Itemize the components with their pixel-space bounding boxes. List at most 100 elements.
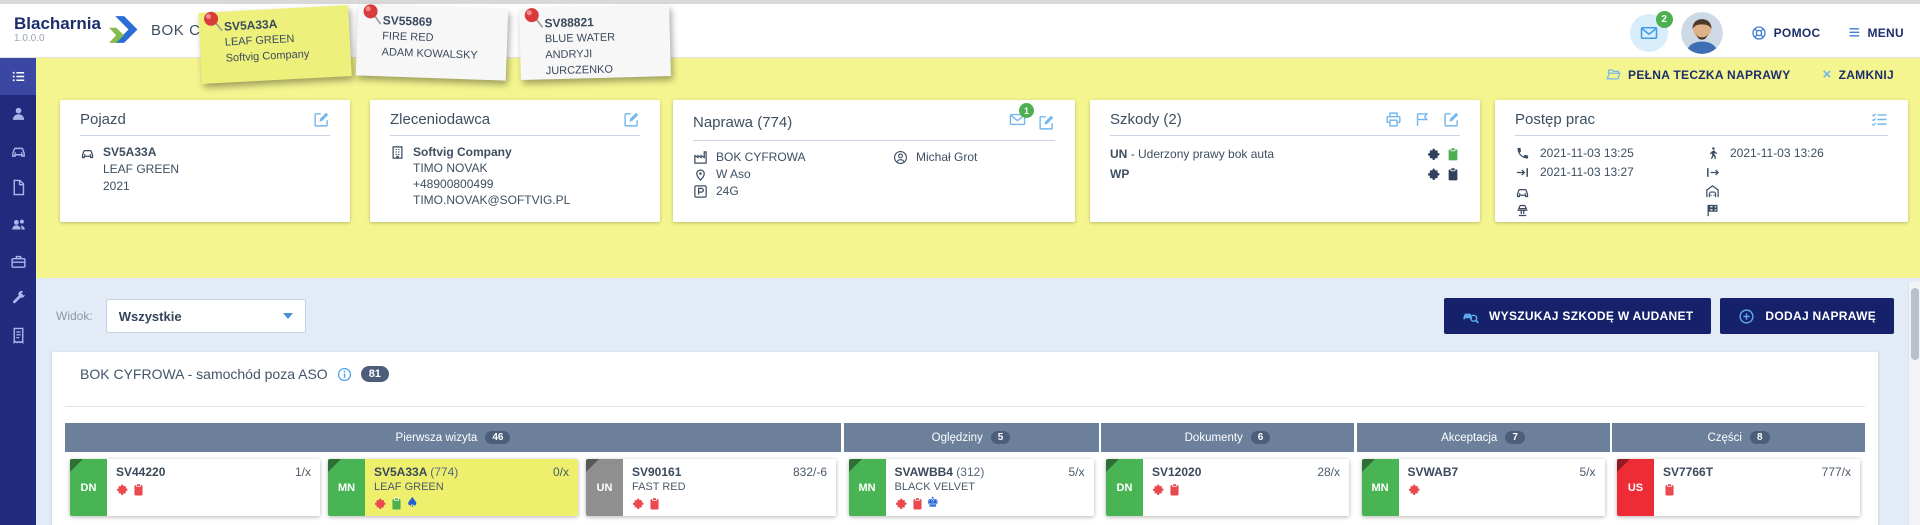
app-name: Blacharnia <box>14 14 101 33</box>
progress-value: 2021-11-03 13:27 <box>1540 165 1634 179</box>
logo-chevron-icon <box>108 16 138 43</box>
repair-site: BOK CYFROWA <box>716 150 806 164</box>
team-icon <box>10 216 27 233</box>
scrollbar-thumb[interactable] <box>1911 288 1919 360</box>
order-green-icon <box>390 497 403 510</box>
notifications-button[interactable]: 2 <box>1629 11 1673 52</box>
column-label: Dokumenty <box>1184 431 1243 444</box>
repair-card[interactable]: DN SV12020 28/x <box>1106 459 1349 516</box>
board-total-badge: 81 <box>360 366 389 382</box>
edit-icon[interactable] <box>1443 111 1460 128</box>
sidebar-item-invoices[interactable] <box>0 317 36 354</box>
card-plate: SV44220 <box>116 465 166 479</box>
menu-button[interactable]: ≡ MENU <box>1848 23 1904 43</box>
order-red-icon <box>648 497 661 510</box>
card-ratio: 832/-6 <box>792 465 827 479</box>
column-count-badge: 7 <box>1505 431 1525 444</box>
kanban-board: BOK CYFROWA - samochód poza ASO 81 Pierw… <box>52 352 1878 525</box>
help-button[interactable]: POMOC <box>1751 25 1821 41</box>
print-icon[interactable] <box>1385 111 1402 128</box>
folder-open-icon <box>1606 67 1621 82</box>
sidebar-item-workshop[interactable] <box>0 280 36 317</box>
full-repair-folder-link[interactable]: PEŁNA TECZKA NAPRAWY <box>1606 67 1790 82</box>
info-icon[interactable] <box>337 367 352 382</box>
vehicle-color: LEAF GREEN <box>103 162 180 176</box>
card-number: (774) <box>430 465 459 479</box>
mail-count-badge: 1 <box>1019 103 1034 118</box>
avatar[interactable] <box>1680 12 1723 54</box>
card-ratio: 1/x <box>294 465 311 479</box>
order-green-icon <box>1446 147 1460 161</box>
vehicle-card: Pojazd SV5A33A LEAF GREEN 2021 <box>60 100 350 222</box>
parts-red-icon <box>1408 483 1421 496</box>
parts-red-icon <box>374 497 387 510</box>
column-count-badge: 46 <box>485 431 511 444</box>
status-badge: MN <box>328 459 365 516</box>
card-title: Szkody (2) <box>1110 111 1182 128</box>
sidebar-item-documents[interactable] <box>0 169 36 206</box>
board-column-header: Pierwsza wizyta 46 <box>65 423 841 452</box>
sidebar-item-customers[interactable] <box>0 95 36 132</box>
pinned-note[interactable]: SV88821 BLUE WATER ANDRYJI JURCZENKO <box>519 5 671 80</box>
edit-icon[interactable] <box>313 111 330 128</box>
order-dark-icon <box>1446 167 1460 181</box>
car-search-icon <box>1462 308 1479 325</box>
flag-icon[interactable] <box>1414 111 1431 128</box>
view-select-value: Wszystkie <box>118 308 182 324</box>
parts-icon <box>1427 167 1441 181</box>
invoice-icon <box>10 327 27 344</box>
edit-icon[interactable] <box>623 111 640 128</box>
view-select[interactable]: Wszystkie <box>105 299 306 333</box>
column-count-badge: 6 <box>1250 431 1271 444</box>
progress-value: 2021-11-03 13:26 <box>1730 146 1824 160</box>
close-link[interactable]: × ZAMKNIJ <box>1823 67 1895 82</box>
factory-icon <box>693 150 708 165</box>
top-header: Blacharnia 1.0.0.0 BOK CYFROWA SV5A33A L… <box>0 0 1920 84</box>
car-lift-icon <box>1515 203 1530 218</box>
add-repair-button[interactable]: DODAJ NAPRAWĘ <box>1720 298 1894 334</box>
search-audanet-button[interactable]: WYSZUKAJ SZKODĘ W AUDANET <box>1444 298 1712 334</box>
sidebar-item-vehicles[interactable] <box>0 132 36 169</box>
status-badge: US <box>1617 459 1654 516</box>
parts-red-icon <box>116 483 129 496</box>
repair-card-highlighted[interactable]: MN SV5A33A (774) 0/x LEAF GREEN ♠ <box>328 459 578 516</box>
damage-code: UN <box>1110 147 1128 161</box>
repair-card[interactable]: DN SV44220 1/x <box>70 459 320 516</box>
vehicle-icon <box>10 142 27 159</box>
column-label: Pierwsza wizyta <box>395 431 478 444</box>
damage-row[interactable]: WP <box>1110 164 1460 184</box>
board-title: BOK CYFROWA - samochód poza ASO <box>80 366 328 382</box>
repair-mail-button[interactable]: 1 <box>1009 103 1034 133</box>
card-ratio: 0/x <box>552 465 569 479</box>
repair-card[interactable]: US SV7766T 777/x <box>1617 459 1860 516</box>
board-column-header: Akceptacja 7 <box>1356 423 1610 452</box>
view-label: Widok: <box>56 309 93 323</box>
order-red-icon <box>911 497 924 510</box>
help-label: POMOC <box>1773 26 1821 40</box>
repair-card[interactable]: MN SVWAB7 5/x <box>1361 459 1605 516</box>
edit-icon[interactable] <box>1038 114 1055 131</box>
sidebar-item-team[interactable] <box>0 206 36 243</box>
repair-location: W Aso <box>716 167 751 181</box>
sidebar-item-queue[interactable] <box>0 58 36 95</box>
sidebar-item-toolbox[interactable] <box>0 243 36 280</box>
damage-row[interactable]: UN - Uderzony prawy bok auta <box>1110 144 1460 164</box>
checklist-icon[interactable] <box>1871 111 1888 128</box>
card-ratio: 28/x <box>1317 465 1340 479</box>
pinned-note[interactable]: SV55869 FIRE RED ADAM KOWALSKY <box>355 4 509 81</box>
repair-card[interactable]: UN SV90161 832/-6 FAST RED <box>586 459 836 516</box>
column-count-badge: 8 <box>1749 431 1770 444</box>
repair-card[interactable]: MN SVAWBB4 (312) 5/x BLACK VELVET ♚ <box>848 459 1094 516</box>
board-column-header: Części 8 <box>1612 423 1865 452</box>
divider <box>65 406 1865 407</box>
card-color: LEAF GREEN <box>374 481 444 493</box>
customer-icon <box>10 105 27 122</box>
card-plate: SV90161 <box>632 465 682 479</box>
column-label: Akceptacja <box>1441 431 1498 444</box>
parts-icon <box>1427 147 1441 161</box>
board-column-header: Oględziny 5 <box>843 423 1099 452</box>
card-title: Zleceniodawca <box>390 111 491 128</box>
order-red-icon <box>1663 483 1676 496</box>
damage-description: - Uderzony prawy bok auta <box>1130 147 1275 161</box>
pinned-note[interactable]: SV5A33A LEAF GREEN Softvig Company <box>198 5 352 84</box>
